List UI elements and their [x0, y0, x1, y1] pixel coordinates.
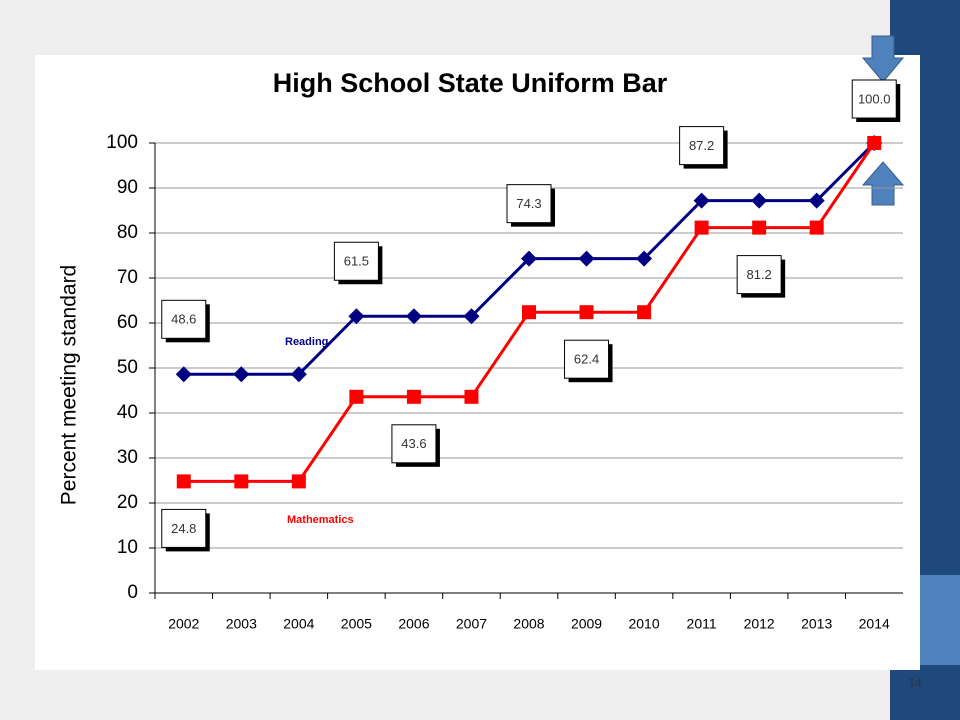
y-tick-label: 100 [106, 132, 138, 153]
point [751, 192, 768, 209]
point [233, 366, 250, 383]
point [636, 250, 653, 267]
up-arrow [861, 161, 905, 206]
point [348, 308, 365, 325]
point [463, 308, 480, 325]
y-tick-label: 90 [117, 177, 138, 198]
label-box [851, 79, 897, 119]
point [637, 305, 652, 320]
point [175, 366, 192, 383]
point [752, 220, 767, 235]
data-label: 87.2 [689, 138, 714, 153]
point [234, 474, 249, 489]
label-box [161, 299, 207, 339]
point [522, 305, 536, 320]
data-label: 81.2 [746, 267, 771, 282]
x-tick-label: 2005 [341, 616, 372, 632]
y-tick-label: 60 [117, 312, 138, 333]
y-tick-label: 0 [127, 582, 138, 603]
label-box [391, 424, 437, 464]
x-tick-label: 2012 [744, 616, 775, 632]
data-label: 74.3 [516, 196, 541, 211]
point [464, 389, 479, 404]
x-tick-label: 2013 [801, 616, 832, 632]
data-label: 100.0 [858, 91, 891, 106]
chart-title: High School State Uniform Bar [273, 68, 668, 98]
point [176, 474, 191, 489]
x-tick-label: 2002 [168, 616, 199, 632]
data-label: 62.4 [574, 352, 599, 367]
label-box [506, 184, 552, 224]
point [694, 220, 709, 235]
point [521, 250, 537, 267]
x-tick-label: 2014 [859, 616, 890, 632]
slide-number: 14 [908, 676, 922, 690]
point [809, 220, 824, 235]
point [867, 136, 882, 150]
y-tick-label: 50 [117, 357, 138, 378]
y-tick-label: 70 [117, 267, 138, 288]
x-tick-label: 2011 [687, 616, 717, 632]
y-axis-label: Percent meeting standard [58, 265, 81, 505]
slide-area [35, 55, 920, 670]
y-tick-label: 30 [117, 447, 138, 468]
x-tick-label: 2003 [226, 616, 257, 632]
label-box [161, 508, 207, 548]
point [578, 250, 595, 267]
label-box [564, 339, 610, 379]
y-tick-label: 40 [117, 402, 138, 423]
x-tick-label: 2010 [628, 616, 659, 632]
x-tick-label: 2008 [513, 616, 544, 632]
down-arrow [861, 35, 905, 83]
x-tick-label: 2004 [283, 616, 314, 632]
point [405, 308, 422, 325]
x-tick-label: 2007 [456, 616, 487, 632]
y-tick-label: 80 [117, 222, 138, 243]
point [349, 389, 364, 404]
x-tick-label: 2009 [571, 616, 602, 632]
x-tick-label: 2006 [398, 616, 429, 632]
data-label: 24.8 [171, 521, 196, 536]
label-box [333, 241, 379, 281]
y-tick-label: 20 [117, 492, 138, 513]
point [808, 192, 825, 209]
point [579, 305, 594, 320]
data-label: 61.5 [344, 254, 369, 269]
label-box [679, 126, 725, 166]
point [693, 192, 710, 209]
label-box [736, 255, 782, 295]
point [290, 366, 307, 383]
series-name: Reading [285, 336, 328, 348]
data-label: 48.6 [171, 312, 196, 327]
data-label: 43.6 [401, 436, 426, 451]
point [291, 474, 306, 489]
y-tick-label: 10 [117, 537, 138, 558]
series-name: Mathematics [287, 514, 354, 526]
point [406, 389, 421, 404]
